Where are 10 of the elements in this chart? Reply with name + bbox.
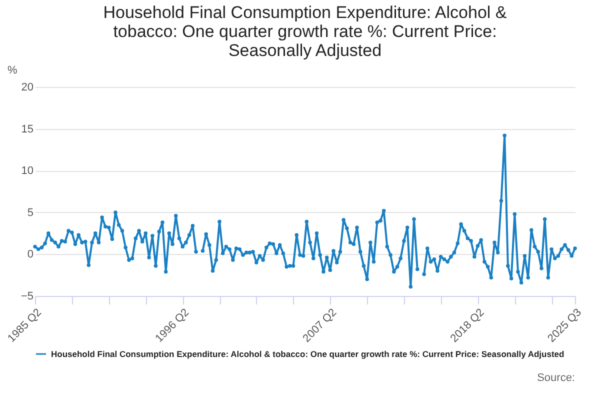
chart-title: Household Final Consumption Expenditure: Alcohol & tobacco: One quarter growth rate %: Current Price: Seasonally Adjusted	[103, 3, 508, 60]
y-tick-label: 20	[21, 82, 34, 94]
y-tick-label: 5	[27, 206, 34, 219]
y-tick-label: 10	[21, 165, 34, 178]
y-axis-title: %	[8, 64, 18, 76]
y-tick-label: −5	[20, 290, 34, 302]
y-tick-label: 15	[21, 123, 34, 136]
y-tick-label: 0	[27, 248, 34, 261]
legend-label: Household Final Consumption Expenditure: Alcohol & tobacco: One quarter growth rate %: Current Price: Seasonally Adjusted	[51, 349, 564, 359]
source-note: Source:	[537, 372, 575, 384]
